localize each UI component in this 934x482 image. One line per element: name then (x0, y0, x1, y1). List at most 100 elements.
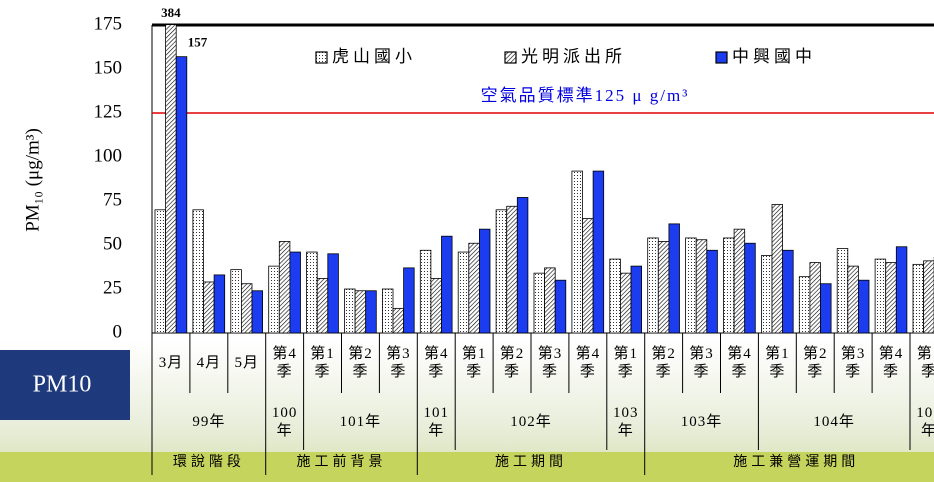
bar (365, 290, 377, 333)
bar (392, 307, 405, 333)
bar (316, 278, 329, 333)
x-tick-label: 第2季 (651, 346, 676, 380)
bar (685, 237, 697, 333)
y-tick-label: 150 (94, 57, 123, 78)
bar (203, 281, 215, 333)
bar (344, 288, 356, 333)
bar (430, 278, 442, 333)
bar (571, 170, 583, 333)
bar (516, 197, 529, 333)
bar (289, 251, 301, 333)
bar (923, 260, 934, 333)
year-label: 103年 (612, 404, 639, 439)
bar (858, 279, 870, 333)
x-tick-label: 第1季 (765, 346, 790, 380)
badge-box (0, 350, 130, 420)
bar (723, 237, 735, 333)
bar (647, 237, 659, 333)
x-tick-label: 第1季 (310, 346, 335, 380)
bars (154, 25, 934, 333)
x-tick-label: 5月 (234, 355, 259, 371)
legend-label: 中興國中 (732, 47, 816, 66)
year-label: 100年 (271, 404, 298, 439)
ground-band (0, 452, 934, 482)
bar (354, 290, 367, 333)
bar (874, 258, 887, 333)
year-label: 105年 (916, 404, 934, 439)
y-axis-label: PM₁₀ (μg/m³) (22, 128, 43, 232)
x-tick-label: 第3季 (537, 346, 563, 380)
bar (403, 267, 415, 333)
legend-label: 虎山國小 (332, 47, 416, 66)
bar (695, 239, 708, 333)
bar (213, 274, 226, 333)
legend-swatch (504, 51, 517, 64)
bar (706, 249, 718, 333)
bar (771, 204, 784, 333)
bar (885, 262, 897, 333)
year-label: 102年 (510, 413, 552, 430)
x-tick-label: 第1季 (613, 346, 638, 380)
reference-label: 空氣品質標準125 μ g/m³ (481, 86, 690, 105)
bar (468, 242, 480, 333)
bar (544, 267, 556, 333)
bar (744, 242, 756, 333)
legend-swatch (715, 51, 728, 64)
x-tick-label: 第4季 (272, 346, 297, 380)
bar (895, 246, 908, 333)
phase-label: 施工兼營運期間 (733, 454, 860, 470)
x-tick-label: 第4季 (423, 346, 449, 380)
y-tick-label: 175 (94, 13, 123, 34)
phase-label: 施工期間 (494, 454, 567, 470)
bar (668, 223, 680, 333)
bar (630, 265, 643, 333)
year-label: 99年 (192, 413, 226, 430)
y-tick-label: 75 (103, 189, 122, 210)
bar (761, 255, 773, 333)
bar (478, 228, 491, 333)
bar (381, 288, 394, 333)
year-label: 101年 (423, 404, 449, 439)
y-tick-label: 125 (94, 101, 123, 122)
phase-label: 環說階段 (172, 454, 245, 470)
bar (782, 249, 794, 333)
x-tick-label: 第1季 (916, 346, 934, 380)
bar (240, 283, 253, 333)
x-tick-label: 4月 (196, 355, 222, 371)
year-label: 103年 (680, 413, 723, 430)
bar (441, 235, 453, 333)
bar (419, 249, 432, 333)
bar (327, 253, 339, 333)
x-tick-label: 第2季 (499, 346, 525, 380)
bar (836, 248, 849, 333)
y-tick-label: 25 (103, 277, 122, 298)
bar (457, 251, 470, 333)
x-tick-label: 第2季 (348, 346, 373, 380)
x-tick-label: 第4季 (878, 346, 904, 380)
value-label: 384 (161, 5, 181, 20)
x-tick-label: 第2季 (802, 346, 828, 380)
x-tick-label: 3月 (158, 355, 184, 371)
bar (506, 205, 518, 333)
bar (268, 265, 280, 333)
bar (582, 218, 594, 333)
bar (554, 279, 567, 333)
y-tick-label: 0 (113, 321, 123, 342)
bar (306, 251, 318, 333)
bar (912, 263, 925, 333)
year-label: 104年 (813, 413, 855, 430)
bar (820, 283, 832, 333)
bar (592, 170, 605, 333)
bar (533, 272, 546, 333)
y-tick-label: 50 (103, 233, 122, 254)
x-tick-label: 第3季 (386, 346, 411, 380)
x-tick-label: 第4季 (727, 346, 752, 380)
bar (847, 265, 859, 333)
bar (809, 262, 821, 333)
bar (620, 272, 632, 333)
year-label: 101年 (339, 413, 382, 430)
bar (798, 276, 811, 333)
bar (154, 209, 167, 333)
